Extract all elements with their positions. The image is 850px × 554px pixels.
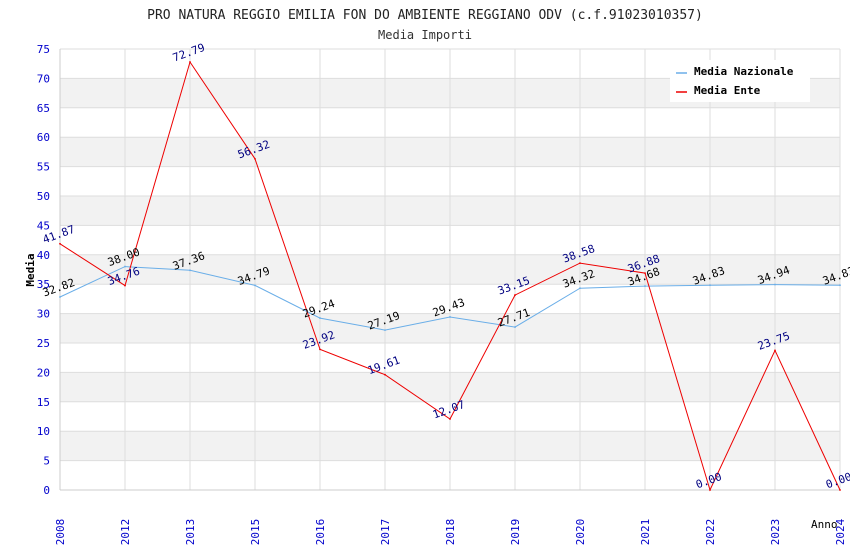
x-tick-label: 2012	[119, 519, 132, 546]
data-point-media-nazionale	[644, 285, 646, 287]
data-point-media-nazionale	[709, 284, 711, 287]
data-point-media-ente	[579, 262, 581, 265]
x-tick-label: 2015	[249, 519, 262, 546]
data-point-media-ente	[254, 157, 256, 160]
data-point-media-ente	[59, 242, 61, 245]
data-point-media-nazionale	[124, 265, 126, 268]
x-tick-label: 2018	[444, 519, 457, 546]
legend-box	[670, 60, 810, 102]
y-tick-label: 45	[37, 219, 50, 232]
y-tick-label: 25	[37, 337, 50, 350]
x-tick-label: 2008	[54, 519, 67, 546]
x-tick-label: 2023	[769, 519, 782, 546]
legend: Media Nazionale Media Ente	[670, 60, 810, 102]
y-tick-label: 75	[37, 43, 50, 56]
series-layer	[59, 60, 841, 492]
y-tick-label: 35	[37, 278, 50, 291]
x-tick-label: 2013	[184, 519, 197, 546]
data-point-media-nazionale	[514, 326, 516, 328]
y-tick-label: 20	[37, 366, 50, 379]
x-tick-label: 2020	[574, 519, 587, 546]
legend-label-media-nazionale: Media Nazionale	[694, 65, 794, 78]
y-tick-label: 70	[37, 72, 50, 85]
data-point-media-nazionale	[579, 287, 581, 290]
y-tick-label: 30	[37, 308, 50, 321]
y-tick-labels: 0 5 10 15 20 25 30 35 40 45 50 55 60 65 70 75	[37, 43, 50, 497]
data-label-media-ente: 0.00	[694, 470, 723, 491]
data-point-media-nazionale	[774, 283, 776, 286]
data-point-media-ente	[709, 489, 711, 491]
legend-label-media-ente: Media Ente	[694, 84, 761, 97]
x-tick-labels: 2008 2012 2013 2015 2016 2017 2018 2019 2020 2021…	[54, 518, 847, 545]
y-tick-label: 60	[37, 131, 50, 144]
data-point-media-nazionale	[59, 296, 61, 298]
data-point-media-ente	[774, 349, 776, 352]
x-tick-label: 2019	[509, 519, 522, 546]
x-tick-label: 2016	[314, 519, 327, 546]
data-point-media-ente	[384, 373, 386, 376]
x-tick-label: 2021	[639, 519, 652, 546]
data-point-media-ente	[189, 61, 191, 63]
data-point-media-ente	[644, 272, 646, 275]
y-tick-label: 65	[37, 102, 50, 115]
y-tick-label: 5	[43, 455, 50, 468]
y-tick-label: 15	[37, 396, 50, 409]
data-label-media-ente: 0.00	[824, 470, 850, 491]
data-point-media-ente	[124, 284, 126, 287]
data-point-media-ente	[839, 489, 841, 491]
y-tick-label: 0	[43, 484, 50, 497]
y-tick-label: 50	[37, 190, 50, 203]
chart-subtitle: Media Importi	[378, 28, 472, 42]
data-point-media-nazionale	[449, 316, 451, 318]
y-tick-label: 55	[37, 161, 50, 174]
x-tick-label: 2017	[379, 519, 392, 546]
data-point-media-nazionale	[839, 284, 841, 287]
x-tick-label: 2022	[704, 519, 717, 546]
x-tick-label: 2024	[834, 518, 847, 545]
chart-title: PRO NATURA REGGIO EMILIA FON DO AMBIENTE…	[147, 8, 703, 23]
x-axis-label: Anno	[811, 518, 838, 531]
data-point-media-ente	[319, 348, 321, 351]
data-point-media-nazionale	[384, 329, 386, 332]
data-point-media-nazionale	[189, 269, 191, 272]
data-label-media-ente: 72.79	[171, 41, 207, 65]
y-tick-label: 40	[37, 249, 50, 262]
y-tick-label: 10	[37, 425, 50, 438]
data-point-media-ente	[449, 418, 451, 420]
y-axis-label: Media	[24, 253, 37, 286]
data-point-media-nazionale	[254, 284, 256, 287]
data-point-media-ente	[514, 294, 516, 296]
data-point-media-nazionale	[319, 317, 321, 319]
